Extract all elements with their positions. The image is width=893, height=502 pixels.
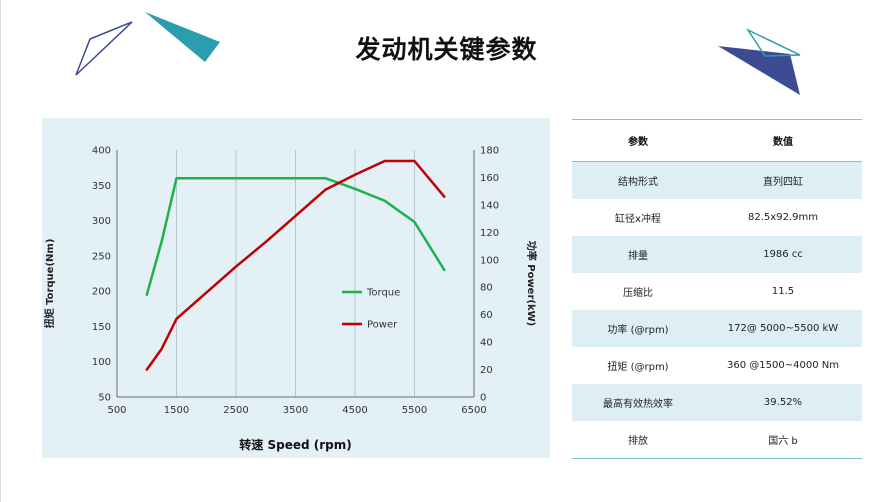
y-right-axis-title: 功率 Power(kW) [525, 241, 538, 326]
legend-label-power: Power [367, 320, 398, 331]
y-right-tick-label: 160 [480, 173, 499, 184]
series-line-torque [145, 176, 446, 296]
y-right-tick-label: 80 [480, 283, 493, 294]
param-name: 排放 [572, 421, 704, 459]
y-right-tick-label: 0 [480, 393, 486, 404]
table-header-row: 参数 数值 [572, 119, 862, 162]
param-value: 82.5x92.9mm [704, 199, 862, 236]
x-tick-label: 3500 [283, 405, 308, 416]
param-value: 11.5 [704, 273, 862, 310]
param-name: 结构形式 [572, 161, 704, 199]
param-value: 1986 cc [704, 236, 862, 273]
table-row: 排量 1986 cc [572, 236, 862, 273]
x-tick-label: 6500 [461, 405, 486, 416]
y-right-tick-label: 60 [480, 310, 493, 321]
y-left-tick-label: 400 [92, 146, 111, 157]
y-right-tick-label: 20 [480, 365, 493, 376]
param-value: 直列四缸 [704, 161, 862, 199]
param-name: 排量 [572, 236, 704, 273]
x-tick-label: 1500 [164, 405, 189, 416]
table-row: 功率 (@rpm) 172@ 5000~5500 kW [572, 310, 862, 347]
y-right-tick-label: 100 [480, 255, 499, 266]
y-right-tick-label: 140 [480, 200, 499, 211]
parameter-table: 参数 数值 结构形式 直列四缸 缸径x冲程 82.5x92.9mm 排量 198… [572, 119, 862, 459]
y-right-tick-label: 120 [480, 228, 499, 239]
x-tick-label: 5500 [402, 405, 427, 416]
legend-label-torque: Torque [366, 288, 400, 299]
param-name: 最高有效热效率 [572, 384, 704, 421]
param-value: 国六 b [704, 421, 862, 459]
param-name: 压缩比 [572, 273, 704, 310]
y-left-tick-label: 350 [92, 181, 111, 192]
chart-panel: 500 1500 2500 3500 4500 5500 6500 50 100 150 200 25… [42, 118, 550, 458]
y-left-tick-label: 100 [92, 357, 111, 368]
x-tick-label: 4500 [342, 405, 367, 416]
y-left-tick-label: 150 [92, 322, 111, 333]
series-line-power [145, 159, 446, 371]
header-param: 参数 [572, 119, 704, 162]
x-tick-label: 2500 [223, 405, 248, 416]
param-value: 39.52% [704, 384, 862, 421]
param-name: 缸径x冲程 [572, 199, 704, 236]
performance-chart: 500 1500 2500 3500 4500 5500 65005010015020025… [43, 146, 538, 453]
param-name: 扭矩 (@rpm) [572, 347, 704, 384]
table-row: 排放 国六 b [572, 421, 862, 459]
y-left-tick-label: 50 [98, 393, 111, 404]
header-value: 数值 [704, 119, 862, 162]
y-right-tick-label: 40 [480, 338, 493, 349]
x-axis-title: 转速 Speed (rpm) [239, 437, 351, 452]
y-left-tick-label: 200 [92, 287, 111, 298]
table-row: 扭矩 (@rpm) 360 @1500~4000 Nm [572, 347, 862, 384]
param-value: 172@ 5000~5500 kW [704, 310, 862, 347]
y-left-axis-title: 扭矩 Torque(Nm) [43, 239, 56, 329]
param-name: 功率 (@rpm) [572, 310, 704, 347]
table-row: 结构形式 直列四缸 [572, 161, 862, 199]
y-left-tick-label: 300 [92, 216, 111, 227]
left-border [0, 0, 1, 502]
table-row: 缸径x冲程 82.5x92.9mm [572, 199, 862, 236]
table-row: 压缩比 11.5 [572, 273, 862, 310]
page-title: 发动机关键参数 [355, 35, 538, 64]
x-tick-label: 500 [107, 405, 126, 416]
param-value: 360 @1500~4000 Nm [704, 347, 862, 384]
y-right-tick-label: 180 [480, 146, 499, 157]
table-row: 最高有效热效率 39.52% [572, 384, 862, 421]
y-left-tick-label: 250 [92, 251, 111, 262]
